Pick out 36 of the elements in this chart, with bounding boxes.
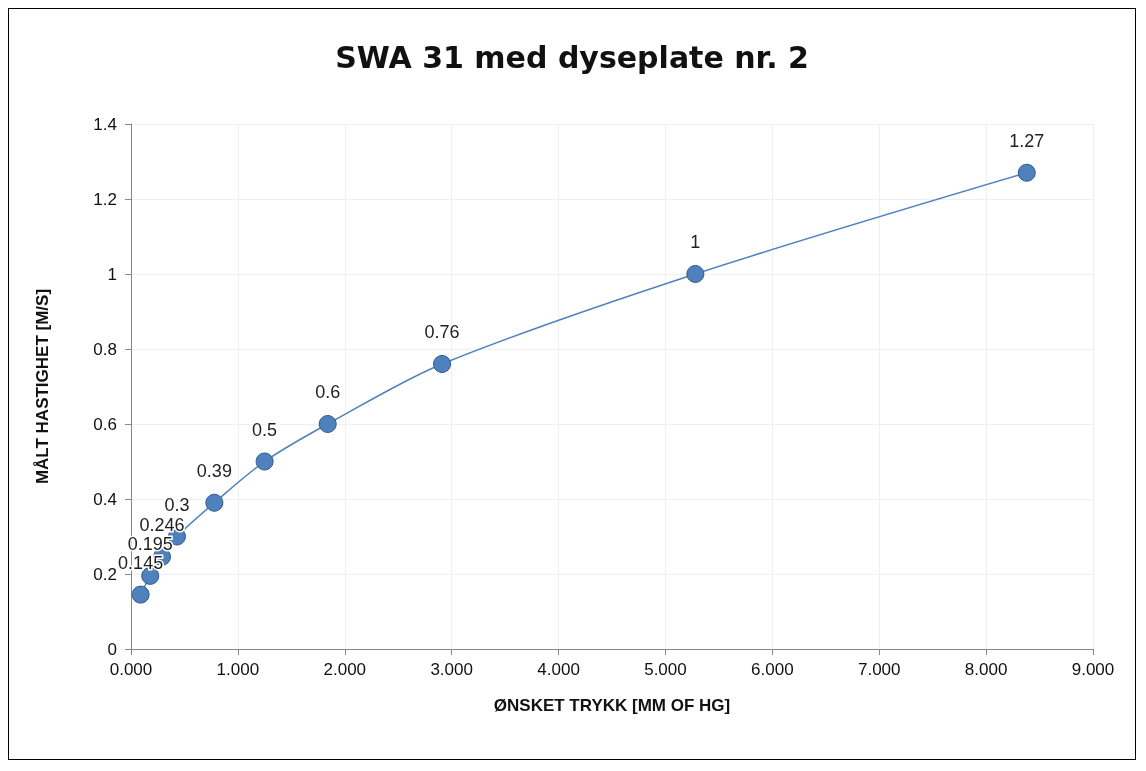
data-label: 0.76 [424, 322, 460, 342]
x-tick-label: 8.000 [964, 660, 1008, 679]
data-label: 0.246 [139, 514, 185, 535]
data-label: 0.3 [164, 494, 190, 515]
x-tick-label: 3.000 [430, 660, 473, 679]
y-tick-label: 0.8 [93, 339, 117, 359]
data-label: 0.5 [252, 419, 278, 440]
chart-title: SWA 31 med dyseplate nr. 2 [335, 39, 809, 75]
point [1017, 163, 1036, 182]
x-tick-label: 2.000 [323, 660, 367, 679]
x-tick-label: 9.000 [1071, 660, 1115, 679]
data-label: 1.27 [1009, 130, 1045, 151]
point [686, 265, 705, 283]
x-tick-label: 5.000 [644, 660, 687, 679]
x-tick-label: 1.000 [216, 660, 260, 679]
y-tick-label: 1.4 [93, 114, 117, 134]
data-label: 1 [690, 232, 701, 252]
x-tick-label: 4.000 [537, 660, 580, 679]
x-tick-label: 0.000 [109, 660, 153, 679]
data-label: 0.6 [315, 382, 341, 402]
point [131, 585, 150, 604]
y-tick-label: 0.6 [93, 414, 117, 434]
point [255, 452, 274, 471]
y-axis-title: MÅLT HASTIGHET [M/S] [33, 288, 52, 485]
x-tick-label: 6.000 [751, 660, 794, 679]
data-label: 0.39 [196, 460, 232, 481]
point [433, 355, 452, 373]
y-tick-label: 1.2 [93, 189, 117, 209]
y-tick-label: 1 [107, 264, 117, 284]
y-tick-label: 0.4 [93, 489, 117, 509]
point [318, 415, 337, 433]
x-axis-title: ØNSKET TRYKK [MM OF HG] [493, 696, 731, 715]
y-tick-label: 0.2 [93, 564, 117, 584]
x-tick-label: 7.000 [857, 660, 901, 679]
y-tick-label: 0 [107, 639, 117, 659]
point [205, 493, 224, 512]
